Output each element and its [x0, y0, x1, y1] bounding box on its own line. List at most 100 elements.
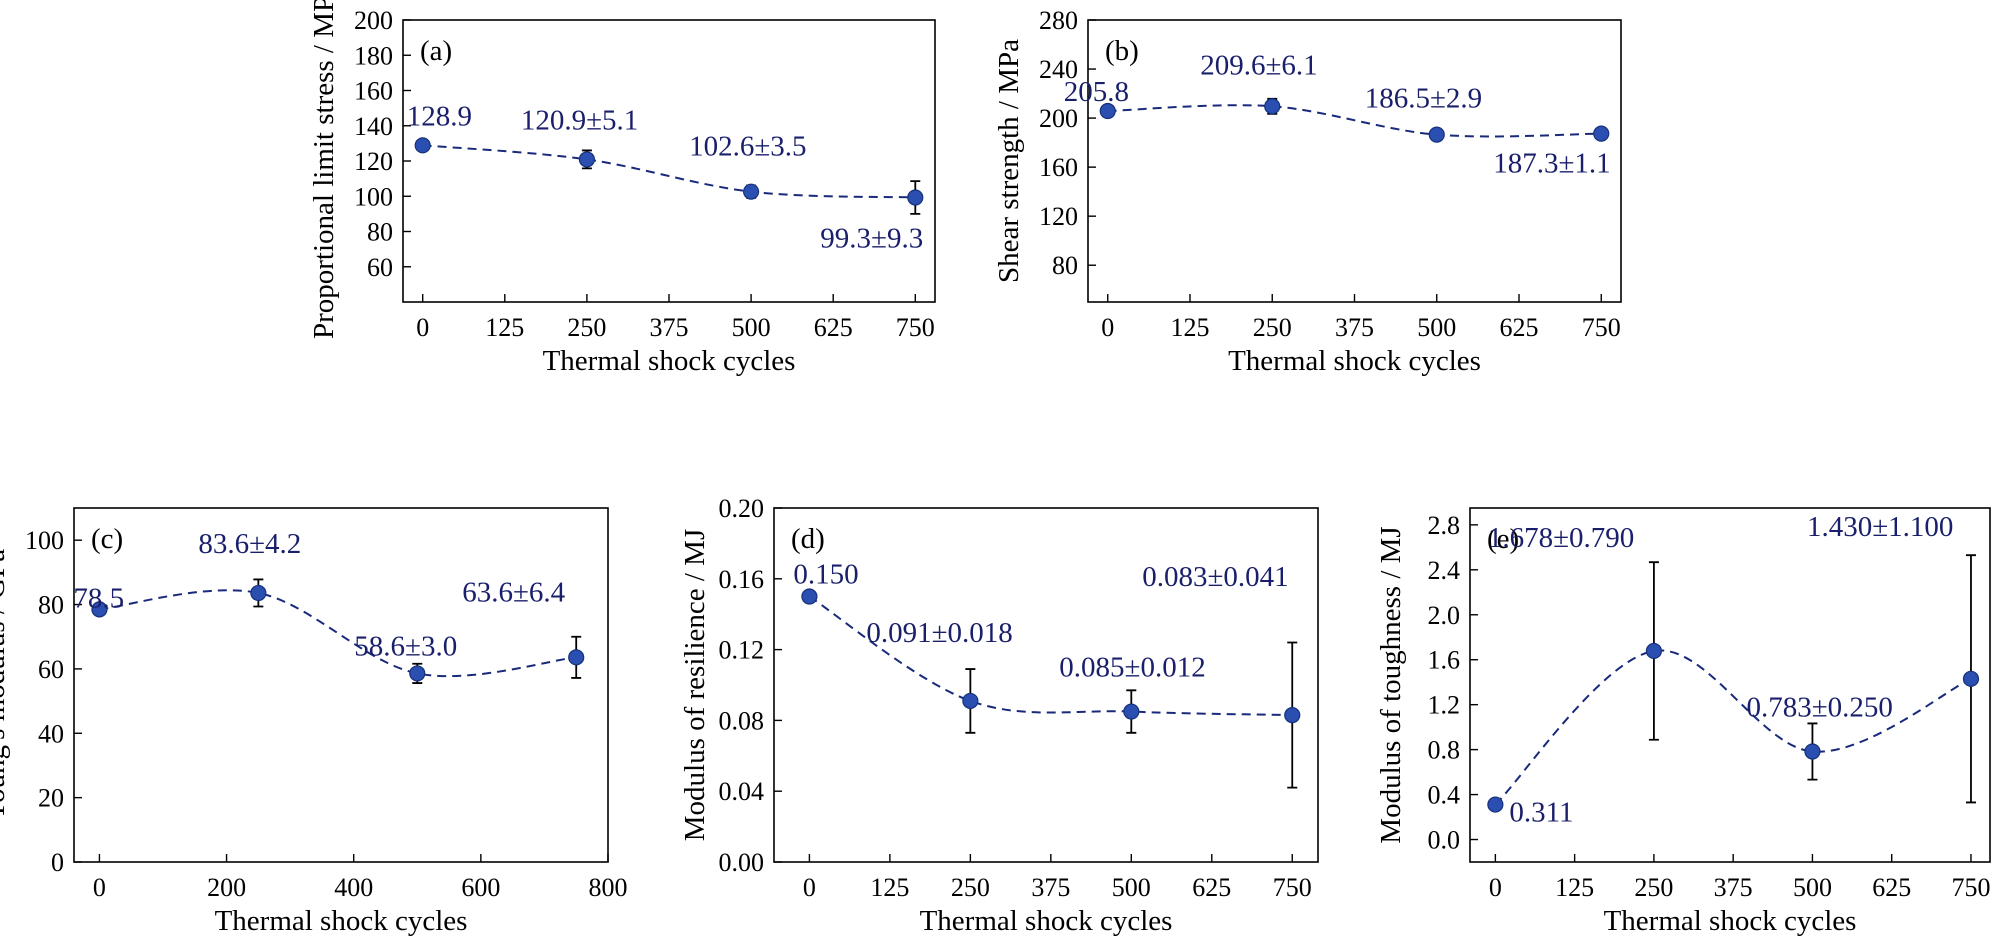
x-tick-label: 375 [1714, 873, 1753, 902]
data-label: 1.430±1.100 [1807, 511, 1953, 543]
y-tick-label: 100 [25, 526, 64, 555]
y-tick-label: 0 [51, 848, 64, 877]
data-label: 209.6±6.1 [1200, 49, 1317, 81]
y-tick-label: 1.2 [1428, 691, 1461, 720]
data-label: 186.5±2.9 [1365, 83, 1482, 115]
y-tick-label: 200 [354, 6, 393, 35]
x-tick-label: 500 [732, 313, 771, 342]
y-tick-label: 160 [1039, 153, 1078, 182]
y-tick-label: 180 [354, 41, 393, 70]
x-tick-label: 600 [461, 873, 500, 902]
plot-frame [73, 507, 609, 863]
data-point [414, 137, 431, 154]
y-tick-label: 40 [38, 719, 64, 748]
data-label: 205.8 [1064, 76, 1129, 108]
panel-label: (e) [1487, 523, 1519, 555]
data-point [907, 189, 924, 206]
data-point [1284, 706, 1301, 724]
y-tick-label: 0.16 [719, 565, 765, 594]
data-point [1804, 743, 1821, 760]
x-tick-label: 0 [1489, 873, 1502, 902]
y-tick-label: 280 [1039, 6, 1078, 35]
y-tick-label: 20 [38, 784, 64, 813]
data-point [1962, 670, 1980, 687]
trend-curve [422, 144, 916, 199]
x-tick-label: 625 [1872, 873, 1911, 902]
x-tick-label: 125 [485, 313, 524, 342]
x-tick-label: 0 [803, 873, 816, 902]
data-point [1099, 102, 1116, 120]
x-tick-label: 375 [1335, 313, 1374, 342]
y-tick-label: 80 [1052, 251, 1078, 280]
x-tick-label: 625 [814, 313, 853, 342]
data-point [962, 692, 979, 710]
data-point [1123, 703, 1140, 720]
plot-frame [773, 507, 1319, 863]
y-axis-label: Modulus of resilience / MJ [679, 529, 711, 842]
x-tick-label: 800 [589, 873, 628, 902]
y-tick-label: 2.4 [1428, 556, 1461, 585]
trend-curve [99, 589, 577, 678]
x-tick-label: 250 [567, 313, 606, 342]
y-tick-label: 80 [367, 218, 393, 247]
data-label: 78.5 [73, 582, 124, 614]
data-point [1428, 126, 1445, 143]
y-tick-label: 0.4 [1428, 781, 1461, 810]
x-tick-label: 0 [1101, 313, 1114, 342]
x-axis-label: Thermal shock cycles [920, 905, 1173, 937]
y-tick-label: 0.08 [719, 706, 765, 735]
y-tick-label: 0.0 [1428, 826, 1461, 855]
x-tick-label: 625 [1500, 313, 1539, 342]
x-tick-label: 500 [1793, 873, 1832, 902]
y-tick-label: 60 [38, 655, 64, 684]
panel-e: 0 125 250 375 500 625 750 0.0 0.4 0.8 1.2 1.6 2.0 2.4… [1375, 507, 1991, 937]
x-axis-label: Thermal shock cycles [1604, 905, 1857, 937]
y-axis-label: Shear strength / MPa [993, 39, 1025, 283]
trend-curve [808, 595, 1293, 717]
y-axis-label: Modulus of toughness / MJ [1375, 526, 1407, 843]
trend-curve [1494, 649, 1972, 806]
y-tick-label: 120 [354, 147, 393, 176]
data-point [568, 649, 585, 666]
panel-label: (d) [791, 523, 825, 555]
x-tick-label: 0 [93, 873, 106, 902]
x-tick-label: 375 [650, 313, 689, 342]
x-tick-label: 200 [207, 873, 246, 902]
x-tick-label: 400 [334, 873, 373, 902]
data-label: 0.783±0.250 [1746, 692, 1892, 724]
y-tick-label: 0.00 [719, 848, 765, 877]
data-label: 128.9 [407, 100, 472, 132]
y-tick-label: 80 [38, 591, 64, 620]
data-point [1645, 642, 1663, 660]
data-label: 0.311 [1509, 797, 1573, 829]
y-tick-label: 0.12 [719, 636, 765, 665]
x-tick-label: 750 [1582, 313, 1621, 342]
x-tick-label: 125 [1170, 313, 1209, 342]
data-label: 63.6±6.4 [462, 576, 565, 608]
plot-frame [402, 19, 936, 303]
y-tick-label: 2.8 [1428, 511, 1461, 540]
x-tick-label: 500 [1417, 313, 1456, 342]
panel-label: (a) [420, 35, 452, 67]
panel-a: 0 125 250 375 500 625 750 60 80 100 120 140 160 180 20… [308, 0, 936, 377]
x-tick-label: 750 [1951, 873, 1990, 902]
data-point [409, 665, 426, 682]
data-point [250, 584, 267, 602]
y-tick-label: 240 [1039, 55, 1078, 84]
y-tick-label: 1.6 [1428, 646, 1461, 675]
x-tick-label: 625 [1192, 873, 1231, 902]
x-tick-label: 250 [1253, 313, 1292, 342]
x-tick-label: 250 [951, 873, 990, 902]
data-label: 0.091±0.018 [866, 617, 1012, 649]
y-tick-label: 100 [354, 182, 393, 211]
data-label: 0.150 [793, 559, 858, 591]
data-point [1593, 125, 1610, 142]
data-label: 120.9±5.1 [521, 104, 638, 136]
data-point [742, 183, 760, 200]
data-label: 0.083±0.041 [1142, 561, 1288, 593]
x-tick-label: 750 [896, 313, 935, 342]
data-label: 102.6±3.5 [689, 131, 806, 163]
data-point [1264, 98, 1281, 115]
data-label: 83.6±4.2 [198, 528, 301, 560]
y-tick-label: 0.04 [719, 777, 765, 806]
